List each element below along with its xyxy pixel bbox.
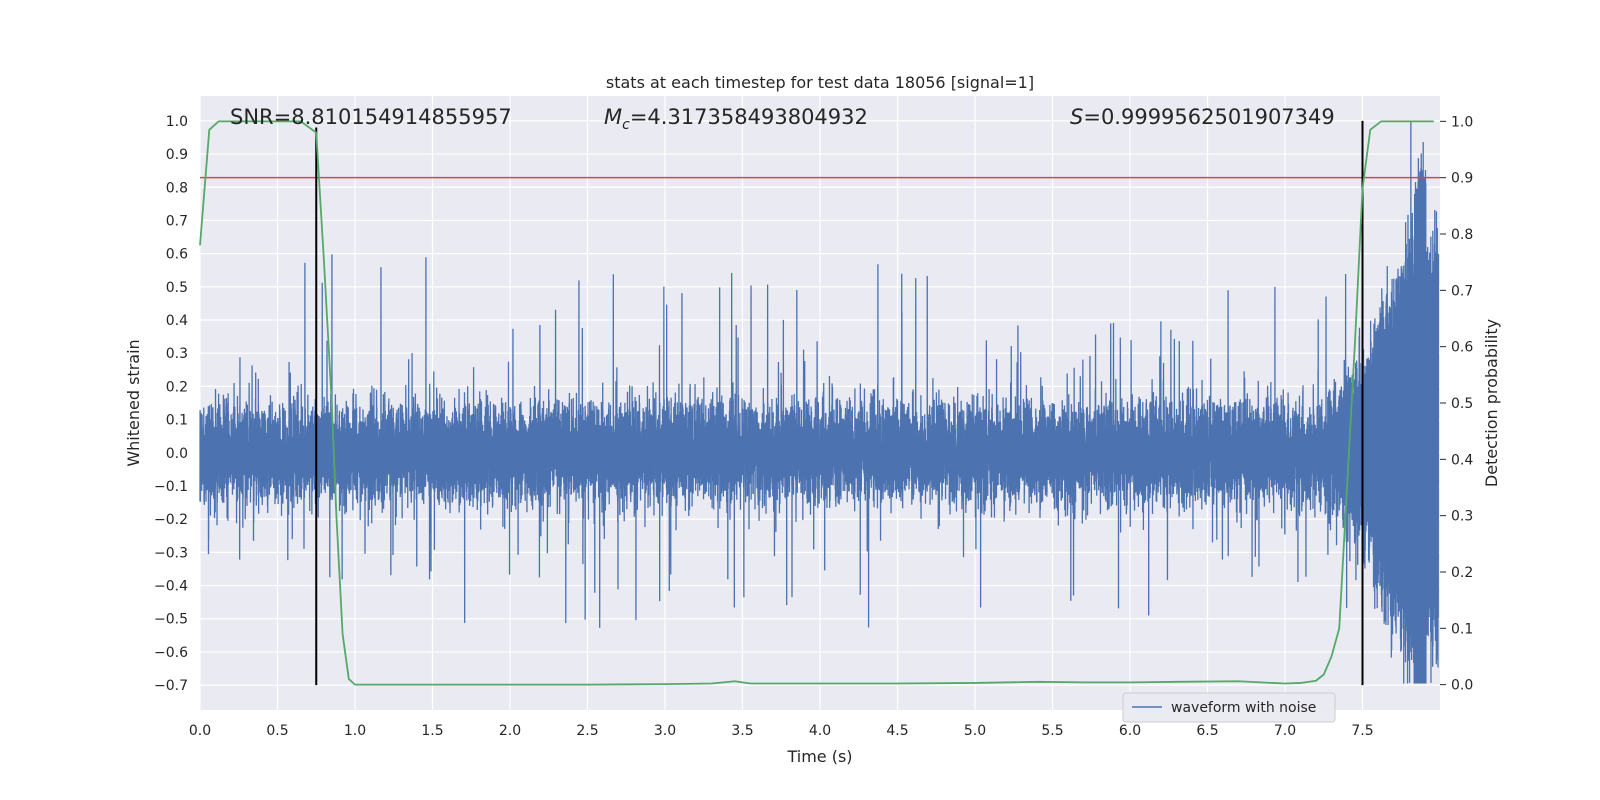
y-tick-label: −0.4 (154, 579, 188, 595)
x-tick-label: 3.0 (654, 723, 676, 739)
y-tick-label: −0.2 (154, 512, 188, 528)
y-tick-label: −0.7 (154, 678, 188, 694)
y2-tick-label: 0.1 (1451, 621, 1473, 637)
waveform-with-noise-series (199, 120, 1440, 684)
y2-tick-label: 0.5 (1451, 396, 1473, 412)
y-tick-label: 0.3 (166, 346, 188, 362)
y2-tick-label: 0.2 (1451, 565, 1473, 581)
legend: waveform with noise (1122, 692, 1336, 723)
x-tick-label: 1.0 (344, 723, 366, 739)
chart-title: stats at each timestep for test data 180… (606, 73, 1034, 92)
chirp-mass-value: =4.317358493804932 (630, 105, 868, 129)
y2-tick-label: 0.7 (1451, 283, 1473, 299)
y-tick-label: −0.6 (154, 645, 188, 661)
waveform-line (199, 120, 1440, 684)
x-axis-ticks: 0.0 0.5 1.0 1.5 2.0 2.5 3.0 3.5 4.0 4.5 5.0 5.5 6.0 6… (189, 723, 1374, 739)
y2-axis-label: Detection probability (1482, 319, 1501, 487)
detection-statistic-symbol: S (1070, 105, 1083, 129)
x-tick-label: 0.5 (266, 723, 288, 739)
x-tick-label: 3.5 (731, 723, 753, 739)
chirp-mass-annotation: Mc=4.317358493804932 (604, 105, 868, 133)
y-tick-label: 0.2 (166, 379, 188, 395)
y2-tick-label: 0.3 (1451, 509, 1473, 525)
snr-annotation: SNR=8.810154914855957 (230, 105, 512, 129)
detection-probability-line (199, 120, 1434, 686)
y2-tick-label: 0.0 (1451, 678, 1473, 694)
x-tick-label: 7.0 (1274, 723, 1296, 739)
detection-statistic-annotation: S=0.9999562501907349 (1070, 105, 1335, 129)
y-tick-label: 1.0 (166, 114, 188, 130)
x-tick-label: 2.0 (499, 723, 521, 739)
y2-axis-ticks: 0.0 0.1 0.2 0.3 0.4 0.5 0.6 0.7 0.8 0.9 1.0 (1440, 114, 1473, 694)
detection-statistic-value: =0.9999562501907349 (1083, 105, 1334, 129)
chirp-mass-subscript: c (622, 117, 630, 133)
x-tick-label: 0.0 (189, 723, 211, 739)
x-axis-label: Time (s) (786, 747, 852, 766)
y2-tick-label: 0.9 (1451, 171, 1473, 187)
y2-tick-label: 0.4 (1451, 452, 1473, 468)
y2-tick-label: 1.0 (1451, 114, 1473, 130)
x-tick-label: 4.5 (886, 723, 908, 739)
x-tick-label: 7.5 (1351, 723, 1373, 739)
y-axis-label: Whitened strain (124, 339, 143, 466)
y-tick-label: −0.3 (154, 545, 188, 561)
y-tick-label: 0.1 (166, 413, 188, 429)
y-axis-ticks: −0.7 −0.6 −0.5 −0.4 −0.3 −0.2 −0.1 0.0 0.1 0.2 0.3… (154, 114, 188, 694)
x-tick-label: 4.0 (809, 723, 831, 739)
y-tick-label: 0.7 (166, 213, 188, 229)
y-tick-label: 0.0 (166, 446, 188, 462)
y-tick-label: 0.4 (166, 313, 188, 329)
x-tick-label: 6.0 (1119, 723, 1141, 739)
x-tick-label: 5.5 (1041, 723, 1063, 739)
y-tick-label: 0.6 (166, 247, 188, 263)
y-tick-label: −0.5 (154, 612, 188, 628)
x-tick-label: 6.5 (1196, 723, 1218, 739)
y-tick-label: −0.1 (154, 479, 188, 495)
y2-tick-label: 0.6 (1451, 340, 1473, 356)
x-tick-label: 1.5 (421, 723, 443, 739)
y2-tick-label: 0.8 (1451, 227, 1473, 243)
legend-box (1122, 692, 1336, 723)
y-tick-label: 0.9 (166, 147, 188, 163)
y-tick-label: 0.5 (166, 280, 188, 296)
legend-label: waveform with noise (1171, 700, 1316, 716)
chirp-mass-symbol: M (604, 105, 622, 129)
x-tick-label: 5.0 (964, 723, 986, 739)
y-tick-label: 0.8 (166, 180, 188, 196)
x-tick-label: 2.5 (576, 723, 598, 739)
overlay-lines (199, 120, 1440, 686)
